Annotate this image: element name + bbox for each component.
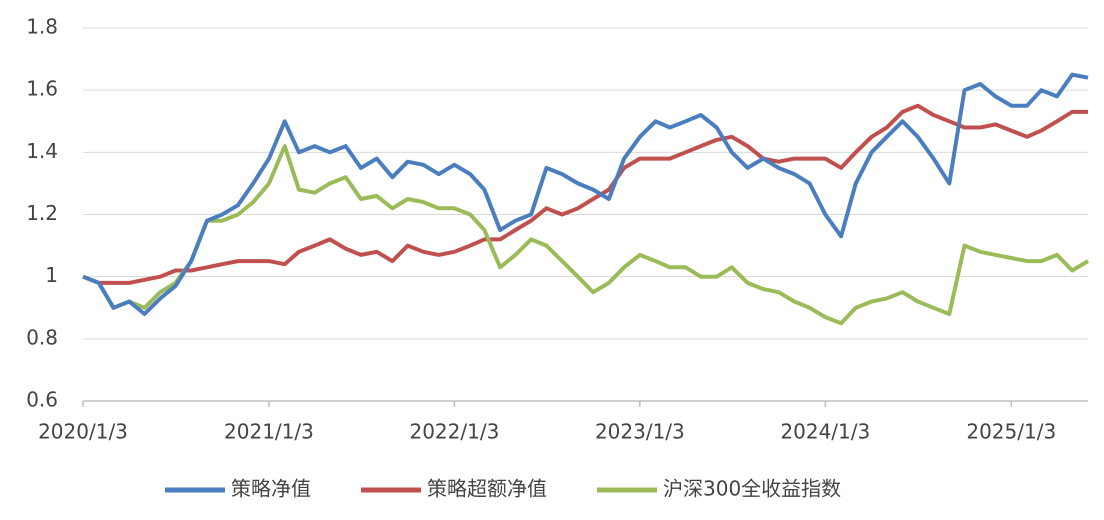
x-tick-label: 2025/1/3 [966,420,1056,444]
legend-label: 沪深300全收益指数 [663,477,841,501]
y-tick-label: 1 [45,263,58,287]
x-tick-label: 2024/1/3 [780,420,870,444]
data-line [82,103,1088,285]
y-tick-label: 1.6 [26,77,58,101]
y-tick-label: 1.4 [26,139,58,163]
x-tick-label: 2021/1/3 [224,420,314,444]
y-tick-label: 0.8 [26,325,58,349]
x-tick-label: 2022/1/3 [409,420,499,444]
legend-label: 策略超额净值 [427,477,547,501]
y-tick-label: 1.2 [26,201,58,225]
legend-label: 策略净值 [231,477,311,501]
x-tick-label: 2020/1/3 [38,420,128,444]
y-tick-label: 1.8 [26,15,58,39]
x-tick-label: 2023/1/3 [595,420,685,444]
data-line [82,72,1089,316]
y-tick-label: 0.6 [26,388,58,412]
data-line [82,144,1090,326]
